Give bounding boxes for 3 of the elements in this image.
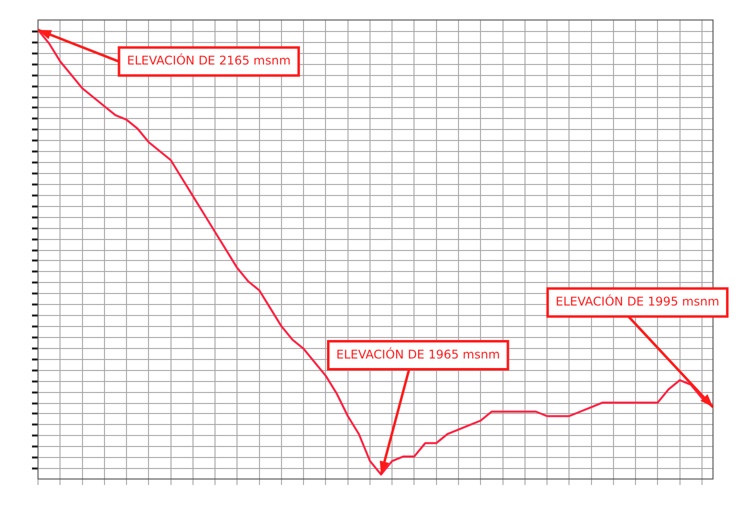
annotation: ELEVACIÓN DE 1995 msnm (556, 294, 720, 309)
annotation: ELEVACIÓN DE 1965 msnm (336, 346, 500, 362)
annotation: ELEVACIÓN DE 2165 msnm (127, 52, 291, 68)
